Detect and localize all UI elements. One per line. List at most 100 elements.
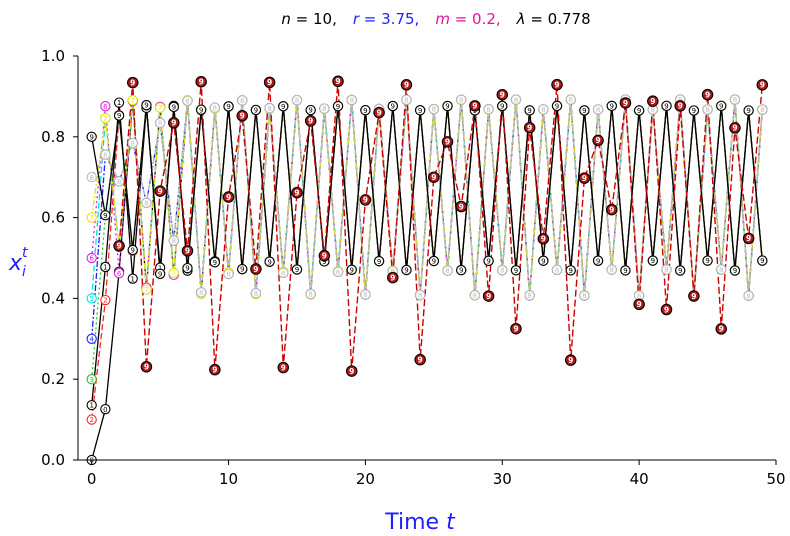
svg-text:1: 1	[158, 264, 162, 272]
svg-text:9: 9	[158, 270, 162, 278]
series-8-point: 8	[113, 176, 125, 187]
series-line-8	[91, 99, 763, 296]
svg-text:9: 9	[760, 81, 765, 90]
svg-text:9: 9	[541, 235, 546, 244]
svg-text:9: 9	[732, 124, 737, 133]
synchronized-point: 9	[441, 136, 454, 148]
series-5-point: 5	[86, 293, 97, 304]
series-8-point: 8	[565, 94, 576, 105]
svg-text:1: 1	[103, 264, 107, 272]
series-8-point: 8	[538, 104, 549, 115]
svg-text:9: 9	[404, 267, 408, 275]
series-8-point: 8	[716, 264, 727, 275]
synchronized-point: 9	[715, 323, 728, 335]
svg-text:9: 9	[144, 102, 148, 110]
series-1-point: 1	[127, 273, 138, 284]
svg-text:7: 7	[158, 104, 162, 112]
series-9-point: 9	[278, 101, 289, 112]
svg-text:8: 8	[281, 269, 285, 277]
series-9-point: 9	[483, 255, 494, 267]
series-9-point: 9	[702, 255, 713, 266]
svg-text:9: 9	[335, 77, 340, 86]
series-9-point: 9	[291, 264, 303, 275]
y-tick-label: 0.8	[41, 128, 65, 146]
svg-text:8: 8	[555, 266, 559, 274]
y-axis-label: x i t	[8, 245, 28, 280]
svg-text:9: 9	[760, 257, 764, 265]
synchronized-point: 9	[606, 203, 618, 216]
svg-text:8: 8	[527, 292, 531, 300]
synchronized-point: 9	[688, 290, 700, 302]
series-9-point: 9	[633, 105, 645, 116]
series-8-point: 8	[86, 172, 97, 183]
svg-text:9: 9	[131, 247, 135, 255]
svg-text:9: 9	[226, 103, 230, 111]
svg-text:8: 8	[582, 292, 586, 300]
svg-text:8: 8	[295, 97, 299, 105]
series-8-point: 8	[223, 268, 234, 280]
svg-text:9: 9	[554, 80, 559, 89]
series-9-point: 9	[141, 99, 152, 111]
svg-text:7: 7	[144, 286, 148, 294]
svg-text:8: 8	[596, 106, 600, 114]
svg-text:7: 7	[89, 214, 93, 222]
title-n-value: = 10,	[291, 10, 337, 28]
series-8-point: 8	[510, 94, 522, 105]
svg-text:9: 9	[719, 102, 723, 110]
synchronized-point: 9	[742, 232, 755, 245]
synchronized-point: 9	[387, 271, 399, 284]
svg-text:9: 9	[171, 119, 176, 128]
series-8-point: 8	[661, 264, 672, 275]
series-1-point: 1	[113, 97, 125, 108]
svg-text:9: 9	[486, 292, 491, 301]
series-9-point: 9	[620, 265, 631, 276]
svg-text:9: 9	[595, 136, 600, 145]
series-9-point: 9	[565, 265, 576, 276]
synchronized-point: 9	[400, 79, 413, 91]
title-m-symbol: m	[435, 10, 450, 28]
svg-text:9: 9	[651, 257, 655, 265]
svg-text:9: 9	[418, 355, 423, 364]
svg-text:9: 9	[514, 267, 518, 275]
chart-title: n = 10, r = 3.75, m = 0.2, λ = 0.778	[281, 10, 590, 28]
synchronized-point: 9	[647, 95, 659, 107]
series-8-point: 8	[524, 290, 535, 301]
svg-text:8: 8	[226, 271, 230, 279]
series-8-point: 8	[606, 264, 617, 275]
svg-text:9: 9	[240, 266, 244, 274]
svg-text:8: 8	[705, 106, 709, 114]
series-line-synchronized	[118, 81, 763, 372]
synchronized-point: 9	[318, 249, 331, 262]
svg-text:8: 8	[760, 106, 764, 114]
series-9-point: 9	[100, 210, 111, 221]
svg-text:9: 9	[294, 188, 299, 197]
svg-text:9: 9	[555, 103, 559, 111]
svg-text:9: 9	[527, 123, 532, 132]
synchronized-point: 9	[222, 191, 235, 203]
series-9-point: 9	[168, 101, 179, 113]
svg-text:9: 9	[582, 174, 587, 183]
series-9-point: 9	[456, 264, 467, 276]
x-tick-label: 40	[630, 470, 649, 488]
svg-text:9: 9	[472, 102, 477, 111]
svg-text:1: 1	[117, 99, 121, 107]
series-6-point: 6	[100, 101, 111, 112]
x-tick-label: 10	[219, 470, 238, 488]
title-n-symbol: n	[281, 10, 291, 28]
svg-text:n = 10,r = 3.75,m = 0.2,λ = 0.: n = 10, r = 3.75, m = 0.2, λ = 0.778	[281, 10, 590, 28]
svg-text:9: 9	[103, 212, 107, 220]
series-8-point: 8	[196, 287, 207, 298]
title-lambda-symbol: λ	[516, 10, 526, 28]
x-tick-label: 50	[766, 470, 785, 488]
title-lambda-value: = 0.778	[526, 10, 591, 28]
series-9-point: 9	[250, 104, 262, 116]
plot-area: 0000000000000000000000000000000000000000…	[86, 75, 769, 466]
synchronized-point: 9	[332, 75, 344, 88]
svg-text:7: 7	[103, 115, 107, 123]
series-8-point: 8	[360, 289, 371, 300]
series-9-point: 9	[716, 100, 727, 112]
series-9-point: 9	[551, 100, 563, 112]
svg-text:9: 9	[459, 267, 463, 275]
series-9-point: 9	[688, 105, 700, 116]
synchronized-point: 9	[482, 290, 495, 302]
